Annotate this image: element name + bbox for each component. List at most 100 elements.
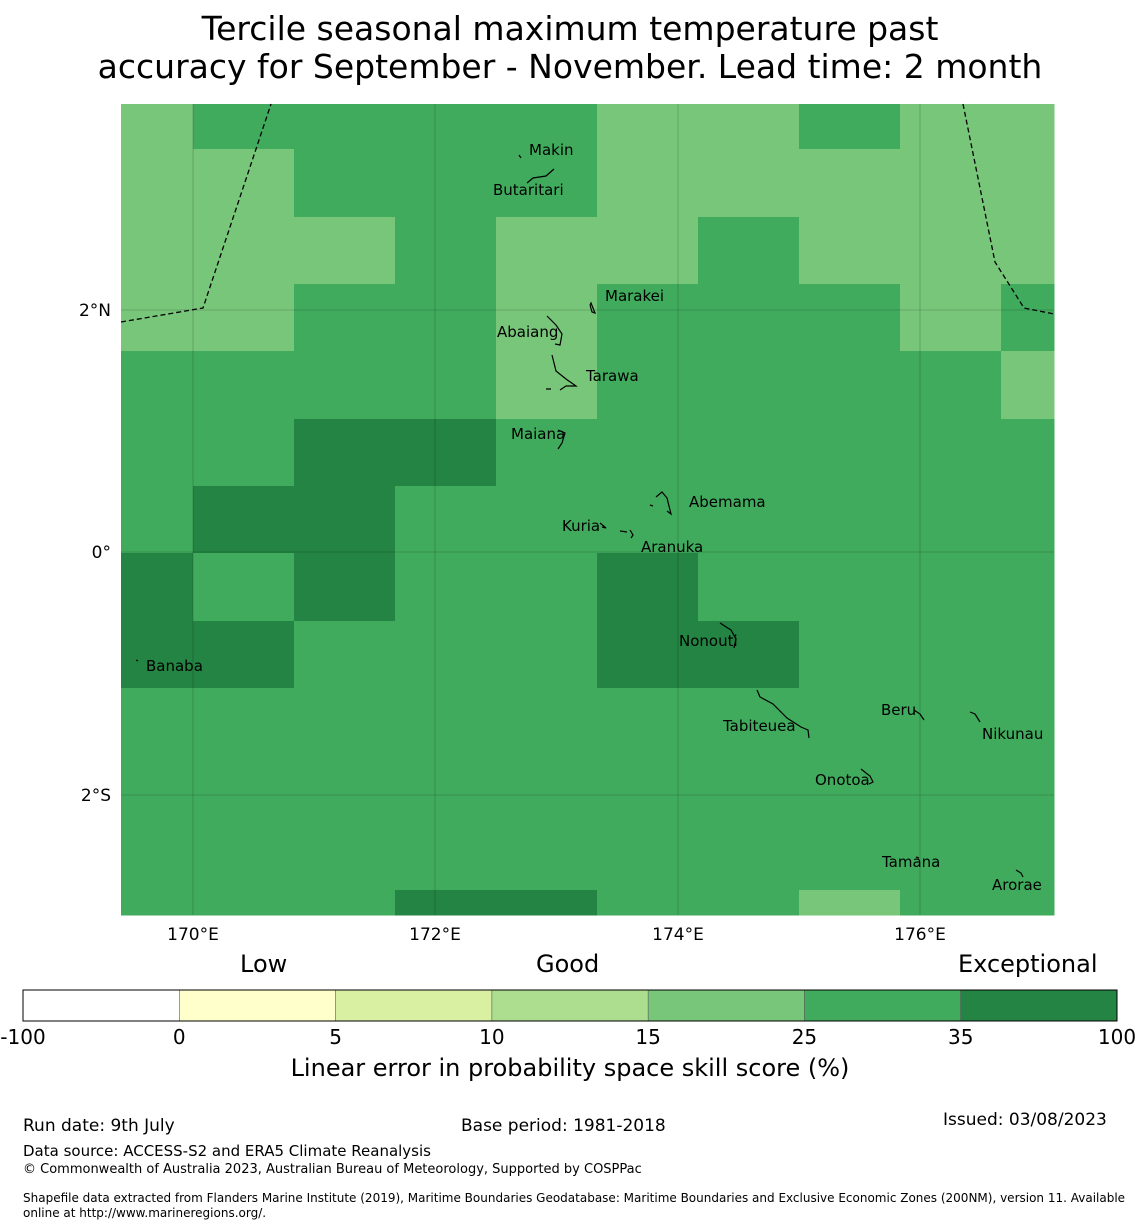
grid-cell — [799, 621, 901, 689]
grid-cell — [799, 217, 901, 285]
lat-tick-0: 0° — [92, 543, 111, 563]
grid-cell — [496, 284, 598, 352]
grid-cell — [698, 351, 800, 420]
grid-cell — [193, 486, 295, 554]
grid-cell — [698, 890, 800, 916]
island-tabiteuea — [756, 689, 810, 739]
map-title-line-1: Tercile seasonal maximum temperature pas… — [201, 9, 939, 48]
colorbar-tick-label: -100 — [0, 1025, 45, 1049]
grid-cell — [193, 284, 295, 352]
grid-cell — [799, 104, 901, 150]
island-arorae — [1015, 869, 1024, 878]
grid-cell — [294, 688, 396, 756]
place-label-abemama: Abemama — [689, 493, 766, 511]
place-label-tarawa: Tarawa — [585, 367, 639, 385]
grid-cell — [597, 688, 699, 756]
grid-cell — [294, 890, 396, 916]
colorbar-tick-label: 25 — [792, 1025, 817, 1049]
grid-cell — [294, 621, 396, 689]
grid-cell — [395, 419, 497, 487]
grid-cell — [294, 419, 396, 487]
skill-grid — [121, 104, 1055, 916]
grid-cell — [1001, 621, 1055, 689]
grid-cell — [799, 890, 901, 916]
grid-cell — [294, 104, 396, 150]
grid-cell — [395, 104, 497, 150]
grid-cell — [1001, 149, 1055, 218]
copyright: © Commonwealth of Australia 2023, Austra… — [23, 1162, 642, 1177]
grid-cell — [1001, 688, 1055, 756]
island-makin — [518, 154, 522, 159]
grid-cell — [799, 553, 901, 622]
grid-cell — [597, 104, 699, 150]
colorbar-ticks: -100 0 5 10 15 25 35 100 — [0, 1025, 1136, 1049]
grid-cell — [395, 553, 497, 622]
colorbar: -100 0 5 10 15 25 35 100 — [0, 989, 1136, 1049]
grid-cell — [597, 621, 699, 689]
grid-cell — [121, 621, 194, 689]
island-kuria — [599, 522, 607, 529]
grid-cell — [799, 486, 901, 554]
colorbar-label: Linear error in probability space skill … — [290, 1054, 850, 1082]
grid-cell — [1001, 351, 1055, 420]
grid-cell — [698, 621, 800, 689]
place-label-tamana: Tamana — [881, 853, 940, 871]
grid-cell — [395, 621, 497, 689]
island-beru — [913, 709, 925, 721]
colorbar-bin — [179, 990, 337, 1021]
grid-cell — [294, 351, 396, 420]
grid-cell — [121, 217, 194, 285]
place-label-kuria: Kuria — [562, 517, 600, 535]
grid-cell — [1001, 553, 1055, 622]
grid-cell — [597, 217, 699, 285]
grid-cell — [496, 553, 598, 622]
place-label-aranuka: Aranuka — [641, 538, 703, 556]
colorbar-word-good: Good — [536, 950, 600, 978]
grid-cell — [900, 149, 1002, 218]
grid-cell — [900, 419, 1002, 487]
grid-cell — [496, 890, 598, 916]
grid-cell — [496, 351, 598, 420]
colorbar-tick-label: 0 — [173, 1025, 186, 1049]
grid-cell — [900, 351, 1002, 420]
colorbar-bin — [491, 990, 649, 1021]
island-abemama — [649, 491, 672, 516]
grid-cell — [193, 688, 295, 756]
shapefile-credit-line-1: Shapefile data extracted from Flanders M… — [23, 1191, 1126, 1205]
place-label-onotoa: Onotoa — [815, 771, 870, 789]
grid-cell — [597, 419, 699, 487]
grid-cell — [395, 284, 497, 352]
grid-cell — [698, 284, 800, 352]
run-date: Run date: 9th July — [23, 1116, 175, 1136]
grid-cell — [1001, 419, 1055, 487]
grid-cell — [698, 486, 800, 554]
grid-cell — [597, 284, 699, 352]
island-banaba — [135, 659, 139, 662]
colorbar-tick-label: 15 — [635, 1025, 660, 1049]
grid-cell — [900, 284, 1002, 352]
grid-cell — [1001, 486, 1055, 554]
grid-cell — [698, 688, 800, 756]
grid-cell — [698, 217, 800, 285]
graticule — [121, 104, 1054, 915]
issued-date: Issued: 03/08/2023 — [943, 1110, 1107, 1130]
grid-cell — [193, 104, 295, 150]
grid-cell — [193, 890, 295, 916]
lon-tick-172e: 172°E — [409, 925, 461, 945]
island-maiana — [557, 429, 566, 450]
lat-tick-labels: 2°N 0° 2°S — [79, 301, 111, 806]
lon-tick-labels: 170°E 172°E 174°E 176°E — [167, 925, 946, 945]
grid-cell — [121, 486, 194, 554]
grid-cell — [121, 755, 194, 891]
colorbar-tick-label: 5 — [329, 1025, 342, 1049]
lon-tick-176e: 176°E — [894, 925, 946, 945]
grid-cell — [294, 217, 396, 285]
grid-cell — [121, 104, 194, 150]
map-title-line-2: accuracy for September - November. Lead … — [97, 47, 1043, 86]
grid-cell — [900, 217, 1002, 285]
grid-cell — [597, 351, 699, 420]
colorbar-tick-label: 10 — [479, 1025, 504, 1049]
grid-cell — [799, 755, 901, 891]
grid-cell — [597, 553, 699, 622]
colorbar-frame — [22, 989, 1118, 1022]
